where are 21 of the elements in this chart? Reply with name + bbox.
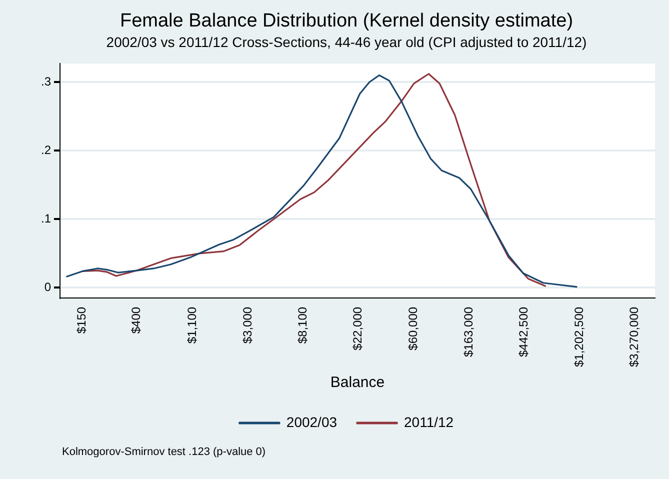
x-tick-label: $1,202,500 (572, 306, 586, 368)
legend-label: 2002/03 (286, 414, 338, 430)
x-tick-label: $22,000 (350, 306, 365, 350)
y-tick-label: .3 (40, 74, 52, 88)
legend-label: 2011/12 (404, 414, 454, 430)
text: Kolmogorov-Smirnov test .123 (p-value 0) (62, 446, 266, 458)
x-tick-label: $442,500 (516, 306, 531, 358)
x-tick-label: $8,100 (295, 306, 310, 344)
x-tick-label: $1,100 (184, 306, 199, 344)
x-tick-label: $60,000 (406, 306, 420, 350)
x-tick-label: $150 (74, 306, 89, 334)
x-tick-label: $3,000 (240, 306, 254, 344)
y-tick-label: .2 (40, 142, 52, 157)
x-tick-label: $163,000 (461, 306, 476, 358)
chart-subtitle: 2002/03 vs 2011/12 Cross-Sections, 44-46 year old (CPI adjusted to 2011/12) (106, 34, 587, 50)
x-axis-title: Balance (330, 374, 385, 392)
x-tick-label: $400 (128, 306, 143, 334)
y-tick-label: 0 (44, 280, 52, 294)
chart-title: Female Balance Distribution (Kernel density estimate) (120, 10, 574, 32)
y-tick-label: .1 (40, 211, 52, 226)
x-tick-label: $3,270,000 (627, 306, 642, 368)
